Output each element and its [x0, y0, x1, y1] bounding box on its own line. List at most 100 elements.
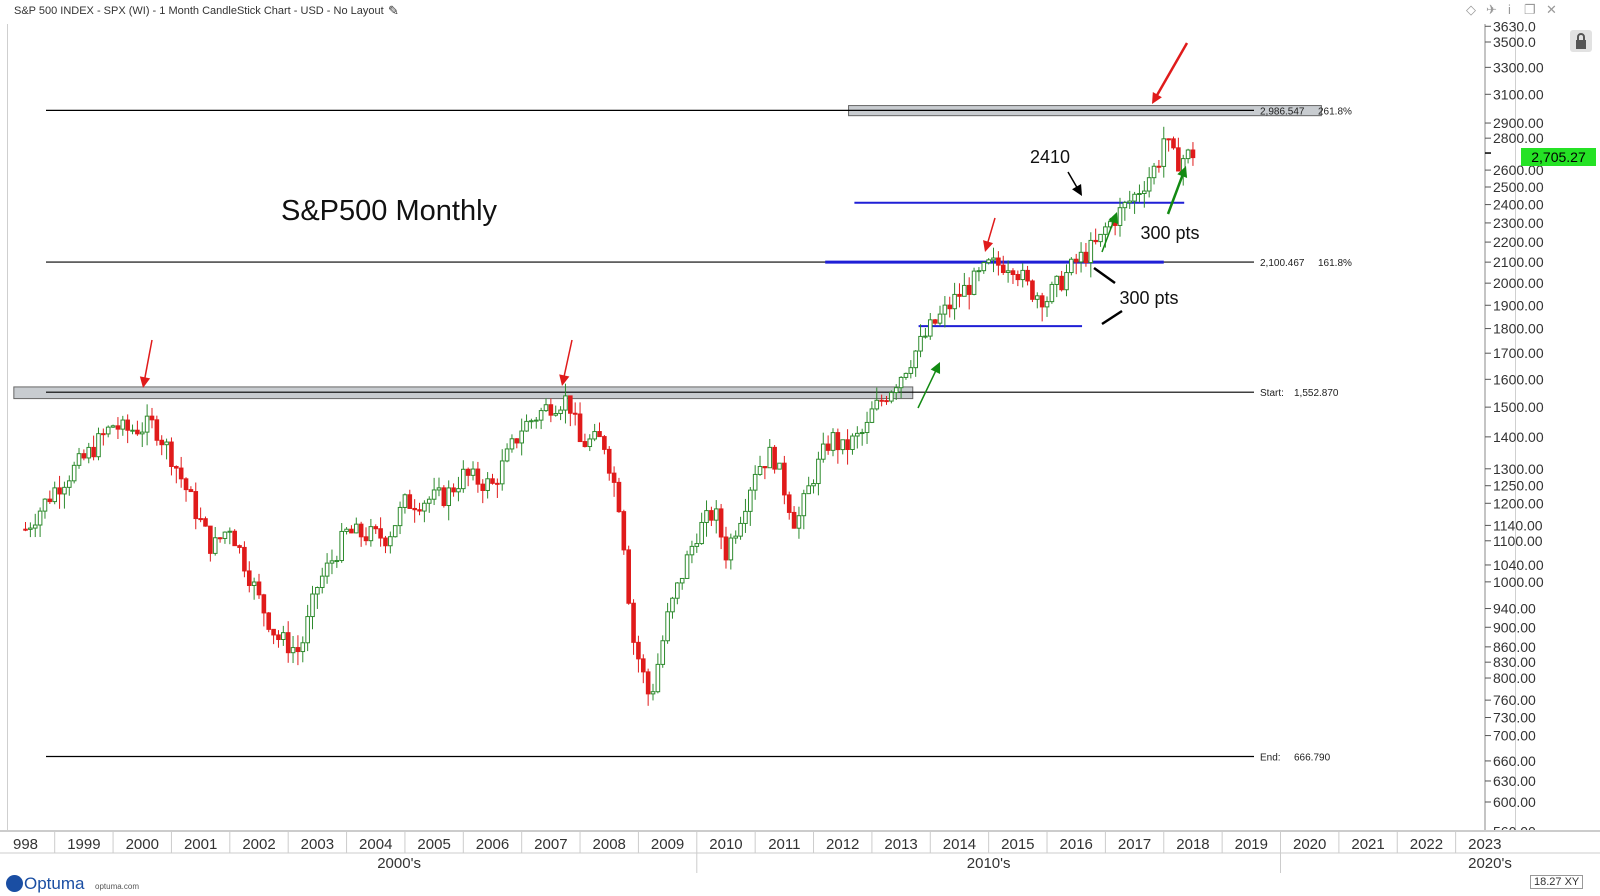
x-decade-label: 2020's	[1468, 855, 1512, 872]
candle-body	[1171, 138, 1176, 149]
candle-body	[1034, 295, 1040, 300]
y-tick-label: 700.00	[1493, 728, 1536, 744]
candle-body	[315, 586, 320, 595]
candle-body	[344, 528, 349, 532]
candle-body	[611, 472, 617, 483]
lock-icon[interactable]	[1570, 30, 1592, 52]
candle-body	[1122, 202, 1128, 209]
candle-body	[694, 543, 700, 547]
x-year-label: 2010	[709, 836, 742, 853]
candle-body	[324, 562, 330, 577]
title-bar: S&P 500 INDEX - SPX (WI) - 1 Month Candl…	[0, 0, 1600, 24]
pencil-edit-icon[interactable]: ✎	[388, 3, 399, 18]
candle-body	[1083, 251, 1089, 264]
y-tick-label: 3300.00	[1493, 59, 1544, 75]
candle-body	[942, 304, 948, 315]
candle-body	[149, 415, 155, 421]
candle-body	[232, 530, 237, 547]
y-tick-label: 630.00	[1493, 773, 1536, 789]
candle-body	[285, 632, 291, 654]
candle-body	[1025, 269, 1030, 282]
zoom-readout[interactable]: 18.27 XY	[1530, 875, 1584, 889]
candle-body	[178, 467, 184, 480]
level-label-value: 2,986.547	[1260, 106, 1305, 117]
candle-body	[660, 640, 666, 665]
y-tick-label: 800.00	[1493, 670, 1536, 686]
candle-body	[96, 433, 101, 458]
y-tick-label: 2400.00	[1493, 197, 1544, 213]
y-tick-label: 600.00	[1493, 794, 1536, 810]
y-tick-label: 2800.00	[1493, 130, 1544, 146]
candle-body	[378, 528, 383, 539]
candle-body	[1039, 295, 1045, 308]
candle-body	[816, 458, 821, 485]
candle-body	[412, 507, 417, 511]
close-icon[interactable]: ✕	[1546, 2, 1557, 17]
candle-body	[981, 262, 987, 272]
candle-body	[81, 453, 87, 459]
annotation-300-pts: 300 pts	[1140, 223, 1199, 243]
candle-body	[743, 510, 748, 524]
y-tick-label: 1700.00	[1493, 345, 1544, 361]
diamond-icon[interactable]: ◇	[1466, 2, 1476, 17]
red-arrow	[983, 217, 996, 252]
candle-body	[495, 482, 500, 485]
candle-body	[47, 498, 53, 503]
candle-body	[568, 395, 573, 414]
candle-body	[431, 489, 437, 500]
candle-body	[373, 526, 379, 530]
candle-body	[446, 487, 452, 507]
candle-body	[572, 412, 578, 415]
chart-title: S&P500 Monthly	[281, 195, 498, 227]
info-icon[interactable]: i	[1508, 2, 1511, 17]
candle-body	[276, 634, 281, 641]
candle-body	[470, 468, 476, 476]
candle-body	[480, 483, 486, 491]
candle-body	[1000, 264, 1006, 273]
y-tick-label: 1140.00	[1493, 517, 1543, 533]
x-year-label: 2019	[1235, 836, 1268, 853]
candle-body	[923, 335, 928, 338]
green-arrow	[1166, 166, 1188, 215]
candle-body	[66, 480, 72, 488]
candle-body	[1146, 177, 1152, 192]
candle-body	[650, 691, 656, 695]
candle-body	[57, 487, 62, 495]
candle-body	[1176, 147, 1181, 172]
level-label-pct: 261.8%	[1318, 106, 1352, 117]
x-year-label: 2011	[768, 836, 800, 853]
candle-body	[242, 546, 247, 572]
candle-body	[1098, 233, 1103, 243]
candle-body	[597, 431, 602, 438]
candle-body	[32, 524, 38, 529]
candle-body	[699, 521, 704, 545]
candle-body	[563, 395, 568, 411]
candle-body	[636, 641, 641, 660]
candle-body	[86, 446, 92, 459]
candle-body	[1054, 275, 1060, 285]
candle-body	[996, 257, 1001, 266]
candle-body	[840, 439, 846, 451]
candle-body	[855, 432, 860, 437]
candle-body	[1142, 190, 1147, 194]
candle-body	[966, 284, 972, 295]
candle-body	[543, 404, 549, 412]
pin-icon[interactable]: ✈	[1486, 2, 1497, 17]
x-year-label: 2001	[184, 836, 217, 853]
x-year-label: 2000	[126, 836, 159, 853]
candle-body	[747, 489, 753, 512]
candle-body	[1069, 258, 1074, 274]
annotation-300-pts: 300 pts	[1119, 288, 1178, 308]
y-tick-label: 1250.00	[1493, 478, 1544, 494]
chart-window-title: S&P 500 INDEX - SPX (WI) - 1 Month Candl…	[14, 5, 384, 17]
candle-body	[577, 413, 583, 443]
candle-body	[913, 350, 918, 369]
x-year-label: 2002	[242, 836, 275, 853]
candle-body	[903, 372, 909, 378]
x-year-label: 2007	[534, 836, 567, 853]
candle-body	[290, 647, 296, 654]
level-label-value: 2,100.467	[1260, 258, 1305, 269]
x-year-label: 2016	[1060, 836, 1093, 853]
maximize-icon[interactable]: ❐	[1524, 2, 1536, 17]
